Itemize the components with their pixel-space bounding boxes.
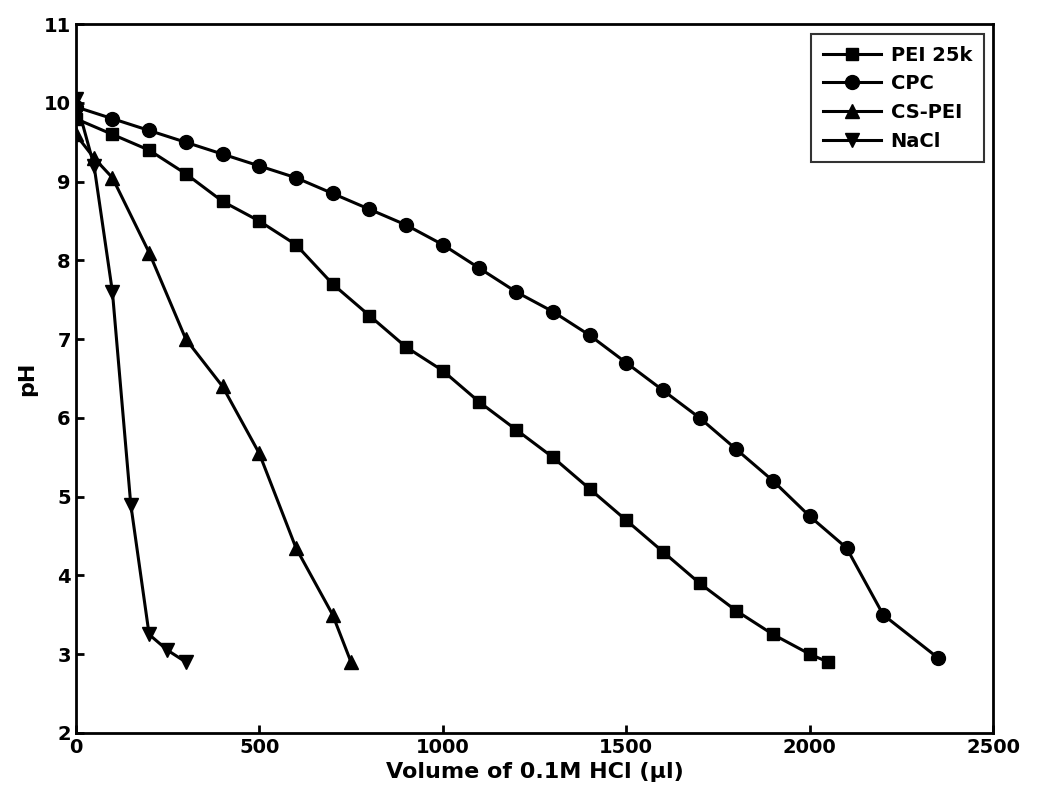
CS-PEI: [88, 153, 101, 163]
CPC: [69, 102, 82, 112]
PEI 25k: [804, 650, 816, 659]
Line: PEI 25k: PEI 25k: [69, 113, 835, 668]
CPC: [546, 307, 559, 316]
PEI 25k: [620, 515, 633, 525]
PEI 25k: [106, 129, 118, 139]
PEI 25k: [767, 630, 780, 639]
X-axis label: Volume of 0.1M HCl (μl): Volume of 0.1M HCl (μl): [386, 762, 683, 782]
CPC: [289, 173, 302, 182]
CPC: [217, 149, 229, 159]
Line: CPC: CPC: [68, 100, 945, 665]
CPC: [730, 444, 742, 454]
PEI 25k: [400, 342, 413, 352]
NaCl: [69, 94, 82, 104]
CPC: [877, 610, 890, 619]
CPC: [620, 358, 633, 368]
CPC: [179, 137, 192, 147]
PEI 25k: [437, 366, 449, 376]
NaCl: [143, 630, 156, 639]
PEI 25k: [510, 425, 523, 435]
CS-PEI: [344, 658, 357, 667]
PEI 25k: [363, 311, 375, 320]
CS-PEI: [327, 610, 339, 619]
Y-axis label: pH: pH: [17, 361, 36, 396]
CPC: [804, 511, 816, 521]
CPC: [400, 221, 413, 230]
CS-PEI: [253, 448, 265, 458]
CPC: [143, 125, 156, 135]
CPC: [840, 543, 852, 553]
CPC: [106, 114, 118, 124]
CPC: [932, 654, 945, 663]
CPC: [767, 476, 780, 486]
CPC: [584, 331, 596, 340]
PEI 25k: [656, 547, 669, 557]
PEI 25k: [217, 197, 229, 206]
CS-PEI: [179, 334, 192, 344]
CPC: [437, 240, 449, 249]
NaCl: [179, 658, 192, 667]
CPC: [253, 161, 265, 171]
PEI 25k: [179, 169, 192, 179]
CS-PEI: [143, 248, 156, 257]
PEI 25k: [822, 658, 835, 667]
PEI 25k: [143, 145, 156, 155]
Line: NaCl: NaCl: [68, 92, 193, 669]
NaCl: [88, 161, 101, 171]
PEI 25k: [584, 484, 596, 494]
NaCl: [162, 646, 174, 655]
PEI 25k: [546, 452, 559, 462]
CPC: [327, 189, 339, 198]
Line: CS-PEI: CS-PEI: [68, 128, 358, 669]
PEI 25k: [694, 578, 706, 588]
NaCl: [124, 499, 137, 509]
CS-PEI: [69, 129, 82, 139]
PEI 25k: [327, 279, 339, 288]
CS-PEI: [217, 382, 229, 392]
CS-PEI: [289, 543, 302, 553]
PEI 25k: [289, 240, 302, 249]
Legend: PEI 25k, CPC, CS-PEI, NaCl: PEI 25k, CPC, CS-PEI, NaCl: [811, 34, 984, 162]
CPC: [473, 264, 485, 273]
PEI 25k: [473, 397, 485, 407]
CPC: [694, 413, 706, 423]
CPC: [363, 205, 375, 214]
PEI 25k: [730, 606, 742, 616]
CS-PEI: [106, 173, 118, 182]
PEI 25k: [253, 217, 265, 226]
CPC: [510, 287, 523, 296]
NaCl: [106, 287, 118, 296]
CPC: [656, 386, 669, 396]
PEI 25k: [69, 114, 82, 124]
